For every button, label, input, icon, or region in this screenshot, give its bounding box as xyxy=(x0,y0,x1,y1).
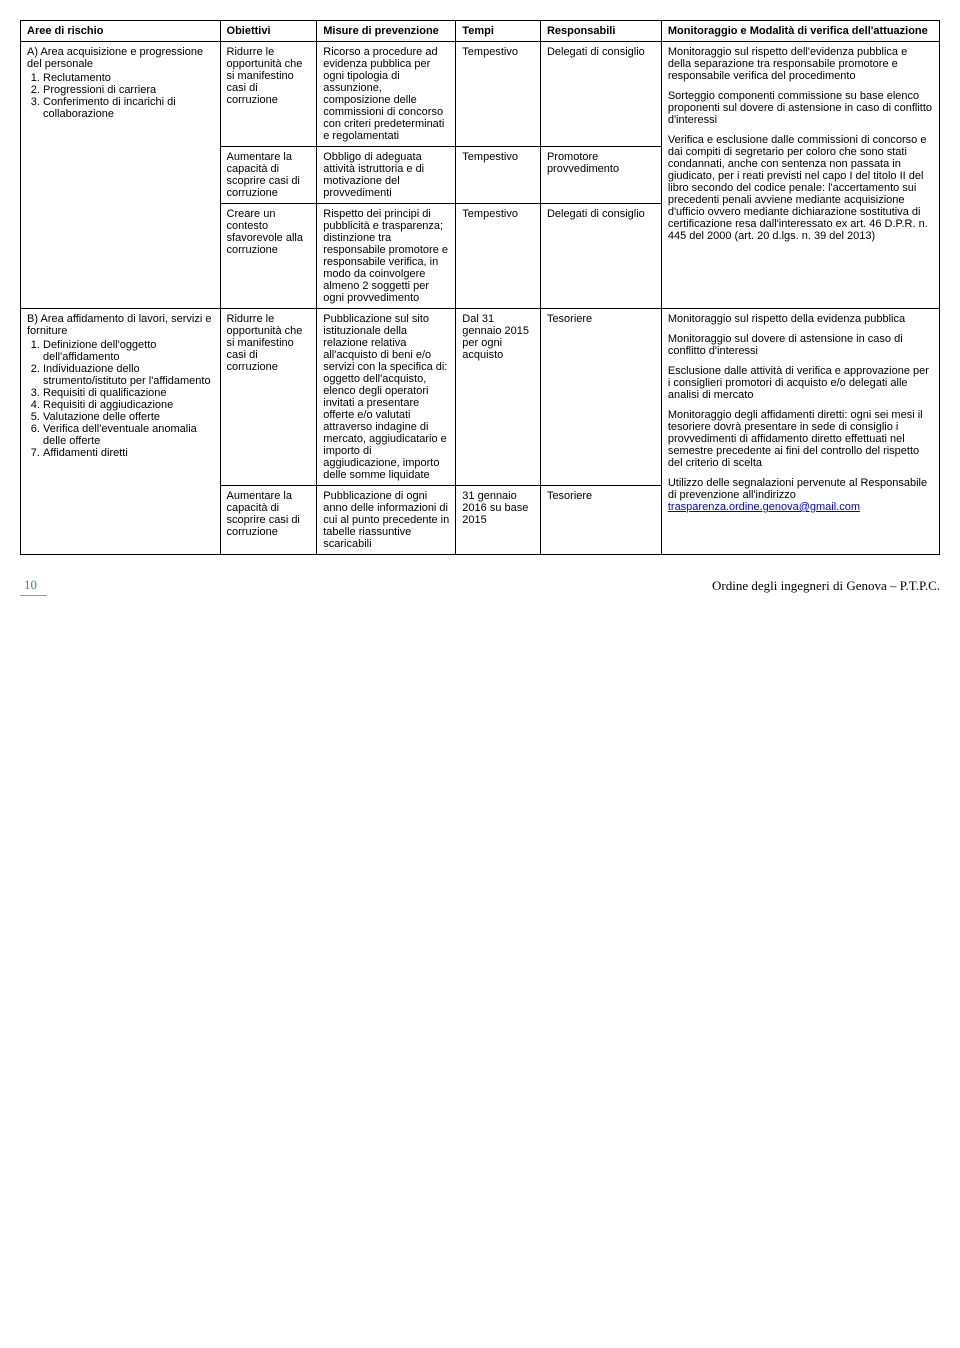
cell-mis: Pubblicazione di ogni anno delle informa… xyxy=(317,486,456,555)
risk-table: Aree di rischio Obiettivi Misure di prev… xyxy=(20,20,940,555)
cell-mis: Rispetto dei principi di pubblicità e tr… xyxy=(317,204,456,309)
list-item: Definizione dell'oggetto dell'affidament… xyxy=(43,339,214,363)
list-item: Requisiti di qualificazione xyxy=(43,387,214,399)
cell-mis: Ricorso a procedure ad evidenza pubblica… xyxy=(317,42,456,147)
list-item: Requisiti di aggiudicazione xyxy=(43,399,214,411)
mon-paragraph: Verifica e esclusione dalle commissioni … xyxy=(668,134,933,242)
cell-obj: Ridurre le opportunità che si manifestin… xyxy=(220,309,317,486)
mon-paragraph: Monitoraggio degli affidamenti diretti: … xyxy=(668,409,933,469)
cell-tem: Tempestivo xyxy=(456,147,541,204)
mon-paragraph: Sorteggio componenti commissione su base… xyxy=(668,90,933,126)
th-area: Aree di rischio xyxy=(21,21,221,42)
mon-paragraph: Monitoraggio sul dovere di astensione in… xyxy=(668,333,933,357)
cell-mis: Obbligo di adeguata attività istruttoria… xyxy=(317,147,456,204)
cell-tem: Tempestivo xyxy=(456,42,541,147)
cell-obj: Aumentare la capacità di scoprire casi d… xyxy=(220,486,317,555)
page-number: 10 xyxy=(20,575,47,596)
page-footer: 10 Ordine degli ingegneri di Genova – P.… xyxy=(20,575,940,596)
cell-obj: Creare un contesto sfavorevole alla corr… xyxy=(220,204,317,309)
mon-paragraph: Utilizzo delle segnalazioni pervenute al… xyxy=(668,477,933,513)
area-a-title: A) Area acquisizione e progressione del … xyxy=(27,46,203,70)
cell-resp: Tesoriere xyxy=(540,309,661,486)
cell-tem: Dal 31 gennaio 2015 per ogni acquisto xyxy=(456,309,541,486)
cell-resp: Delegati di consiglio xyxy=(540,204,661,309)
list-item: Progressioni di carriera xyxy=(43,84,214,96)
cell-obj: Ridurre le opportunità che si manifestin… xyxy=(220,42,317,147)
th-misure: Misure di prevenzione xyxy=(317,21,456,42)
list-item: Individuazione dello strumento/istituto … xyxy=(43,363,214,387)
area-b-list: Definizione dell'oggetto dell'affidament… xyxy=(43,339,214,459)
cell-resp: Tesoriere xyxy=(540,486,661,555)
th-obiettivi: Obiettivi xyxy=(220,21,317,42)
area-a-list: Reclutamento Progressioni di carriera Co… xyxy=(43,72,214,120)
mon-text: Utilizzo delle segnalazioni pervenute al… xyxy=(668,477,927,501)
area-b-title: B) Area affidamento di lavori, servizi e… xyxy=(27,313,211,337)
list-item: Verifica dell'eventuale anomalia delle o… xyxy=(43,423,214,447)
cell-tem: Tempestivo xyxy=(456,204,541,309)
list-item: Valutazione delle offerte xyxy=(43,411,214,423)
cell-obj: Aumentare la capacità di scoprire casi d… xyxy=(220,147,317,204)
th-monitoraggio: Monitoraggio e Modalità di verifica dell… xyxy=(661,21,939,42)
list-item: Conferimento di incarichi di collaborazi… xyxy=(43,96,214,120)
mon-paragraph: Monitoraggio sul rispetto dell'evidenza … xyxy=(668,46,933,82)
th-responsabili: Responsabili xyxy=(540,21,661,42)
cell-tem: 31 gennaio 2016 su base 2015 xyxy=(456,486,541,555)
cell-area-a: A) Area acquisizione e progressione del … xyxy=(21,42,221,309)
table-row: B) Area affidamento di lavori, servizi e… xyxy=(21,309,940,486)
cell-mon-a: Monitoraggio sul rispetto dell'evidenza … xyxy=(661,42,939,309)
mon-paragraph: Monitoraggio sul rispetto della evidenza… xyxy=(668,313,933,325)
table-row: A) Area acquisizione e progressione del … xyxy=(21,42,940,147)
cell-area-b: B) Area affidamento di lavori, servizi e… xyxy=(21,309,221,555)
th-tempi: Tempi xyxy=(456,21,541,42)
list-item: Reclutamento xyxy=(43,72,214,84)
cell-mon-b: Monitoraggio sul rispetto della evidenza… xyxy=(661,309,939,555)
email-link[interactable]: trasparenza.ordine.genova@gmail.com xyxy=(668,501,860,513)
footer-title: Ordine degli ingegneri di Genova – P.T.P… xyxy=(712,578,940,594)
table-header-row: Aree di rischio Obiettivi Misure di prev… xyxy=(21,21,940,42)
list-item: Affidamenti diretti xyxy=(43,447,214,459)
cell-resp: Promotore provvedimento xyxy=(540,147,661,204)
cell-resp: Delegati di consiglio xyxy=(540,42,661,147)
cell-mis: Pubblicazione sul sito istituzionale del… xyxy=(317,309,456,486)
mon-paragraph: Esclusione dalle attività di verifica e … xyxy=(668,365,933,401)
